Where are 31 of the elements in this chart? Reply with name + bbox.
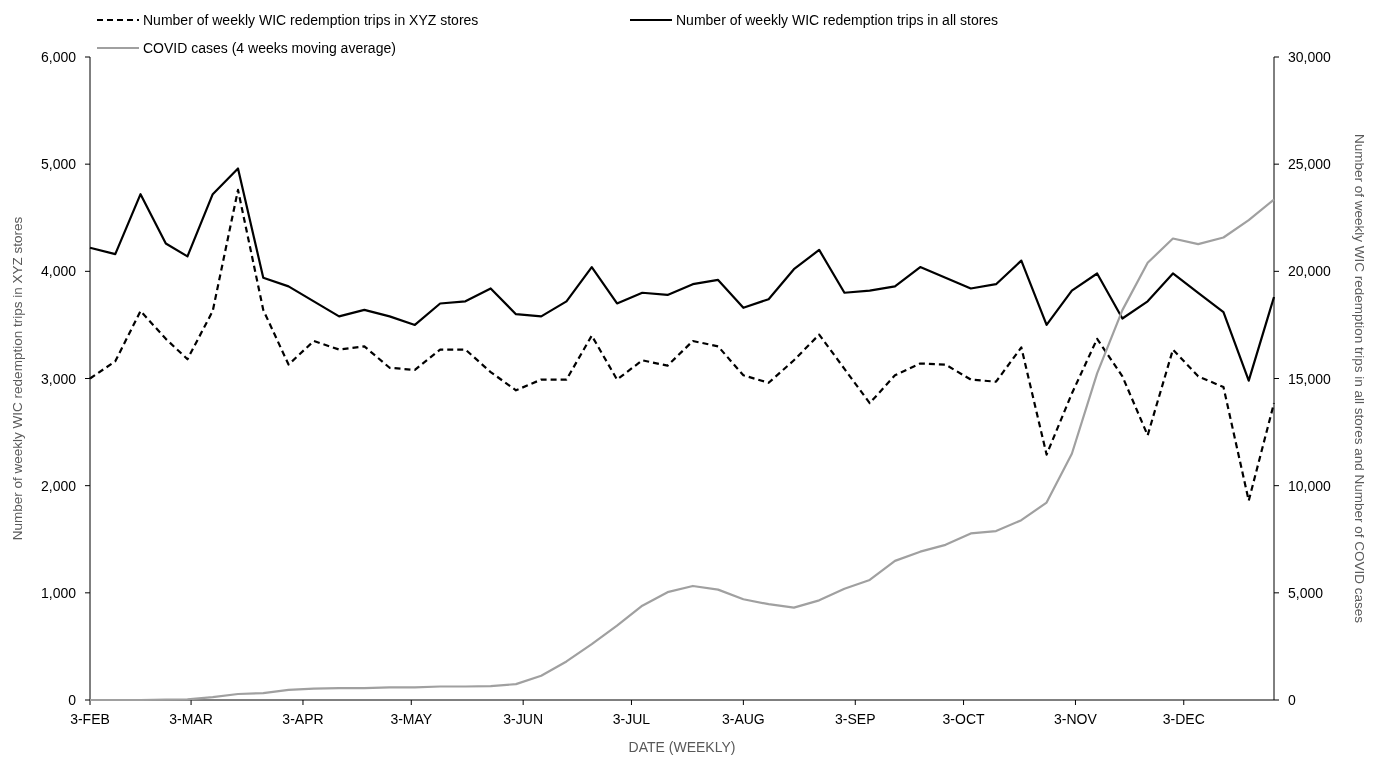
x-tick-label: 3-MAY — [390, 711, 433, 727]
x-tick-label: 3-DEC — [1162, 711, 1205, 727]
y-axis-title: Number of weekly WIC redemption trips in XYZ stores — [10, 216, 25, 541]
y2-axis-title: Number of weekly WIC redemption trips in all stores and Number of COVID cases — [1352, 133, 1367, 624]
y2-tick-label: 5,000 — [1288, 584, 1324, 601]
y2-tick-label: 25,000 — [1288, 156, 1332, 173]
x-tick-label: 3-NOV — [1054, 711, 1098, 727]
y2-tick-label: 30,000 — [1288, 49, 1332, 65]
x-tick-label: 3-MAR — [169, 711, 213, 727]
x-tick-label: 3-APR — [282, 711, 324, 727]
legend-label: COVID cases (4 weeks moving average) — [143, 40, 396, 56]
legend-label: Number of weekly WIC redemption trips in all stores — [676, 12, 999, 28]
y-tick-label: 6,000 — [40, 49, 77, 65]
y-tick-label: 4,000 — [40, 263, 77, 280]
x-tick-label: 3-JUN — [503, 711, 544, 727]
y-tick-label: 3,000 — [40, 370, 77, 387]
x-axis-title: DATE (WEEKLY) — [628, 739, 736, 755]
y-tick-label: 5,000 — [40, 156, 77, 173]
y-tick-label: 2,000 — [40, 477, 77, 494]
y2-tick-label: 15,000 — [1288, 370, 1332, 387]
legend-label: Number of weekly WIC redemption trips in XYZ stores — [143, 12, 479, 28]
x-tick-label: 3-SEP — [835, 711, 876, 727]
y2-tick-label: 20,000 — [1288, 263, 1332, 280]
y-tick-label: 0 — [68, 692, 77, 708]
y-tick-label: 1,000 — [40, 584, 77, 601]
x-tick-label: 3-OCT — [942, 711, 986, 727]
y2-tick-label: 0 — [1288, 692, 1296, 708]
x-tick-label: 3-FEB — [70, 711, 110, 727]
x-tick-label: 3-JUL — [612, 711, 651, 727]
x-tick-label: 3-AUG — [721, 711, 765, 727]
y2-tick-label: 10,000 — [1288, 477, 1332, 494]
